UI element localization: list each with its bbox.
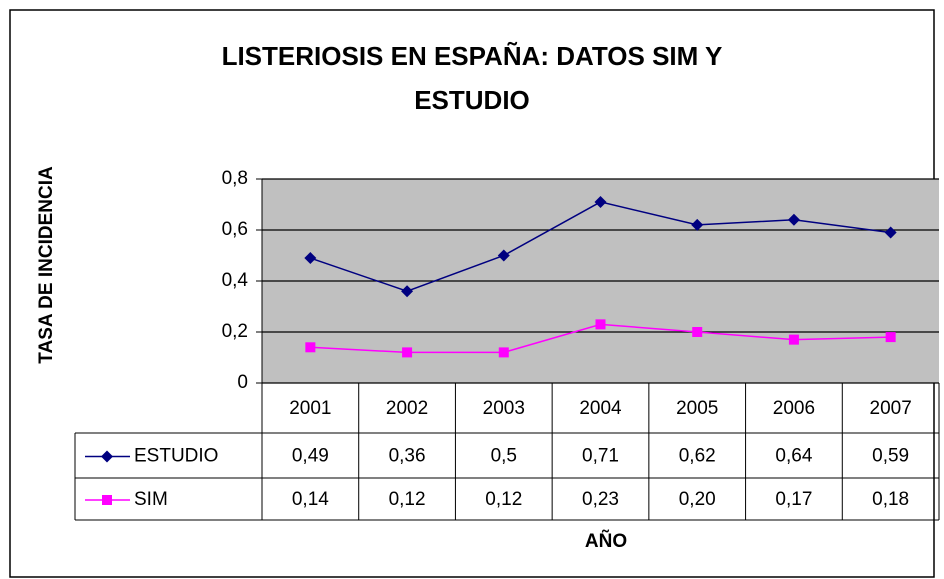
data-point bbox=[885, 332, 896, 343]
legend-label: SIM bbox=[134, 489, 168, 510]
table-value: 0,5 bbox=[491, 446, 517, 467]
table-value: 0,14 bbox=[292, 489, 329, 510]
x-tick-label: 2001 bbox=[289, 398, 331, 419]
data-point bbox=[497, 249, 510, 262]
table-value: 0,36 bbox=[389, 446, 426, 467]
data-point bbox=[884, 226, 897, 239]
legend-marker bbox=[101, 450, 113, 463]
chart-title: LISTERIOSIS EN ESPAÑA: DATOS SIM Y ESTUD… bbox=[221, 41, 723, 115]
data-point bbox=[304, 252, 317, 265]
table-value: 0,20 bbox=[679, 489, 716, 510]
table-value: 0,62 bbox=[679, 446, 716, 467]
x-tick-label: 2005 bbox=[676, 398, 718, 419]
x-tick-label: 2007 bbox=[870, 398, 912, 419]
y-tick-label: 0,8 bbox=[222, 168, 248, 189]
data-point bbox=[402, 347, 413, 358]
data-point bbox=[595, 319, 606, 330]
y-tick-label: 0,4 bbox=[222, 270, 249, 291]
data-point bbox=[401, 285, 414, 298]
x-tick-label: 2003 bbox=[483, 398, 525, 419]
y-tick-label: 0 bbox=[237, 372, 248, 393]
table-value: 0,12 bbox=[485, 489, 522, 510]
legend-marker bbox=[102, 495, 112, 505]
data-point bbox=[788, 334, 799, 345]
y-tick-label: 0,6 bbox=[222, 219, 248, 240]
y-axis-label: TASA DE INCIDENCIA bbox=[36, 166, 57, 364]
data-point bbox=[692, 327, 703, 337]
x-tick-label: 2006 bbox=[773, 398, 815, 419]
data-point bbox=[787, 213, 800, 226]
table-value: 0,23 bbox=[582, 489, 619, 510]
x-tick-label: 2004 bbox=[579, 398, 622, 419]
y-tick-label: 0,2 bbox=[222, 321, 248, 342]
x-axis-label: AÑO bbox=[585, 530, 627, 552]
table-value: 0,71 bbox=[582, 446, 619, 467]
legend-label: ESTUDIO bbox=[134, 446, 218, 467]
table-value: 0,18 bbox=[872, 489, 909, 510]
table-value: 0,59 bbox=[872, 446, 909, 467]
table-value: 0,12 bbox=[389, 489, 426, 510]
table-value: 0,17 bbox=[775, 489, 812, 510]
table-value: 0,49 bbox=[292, 446, 329, 467]
data-point bbox=[305, 342, 316, 353]
data-point bbox=[498, 347, 509, 358]
table-value: 0,64 bbox=[775, 446, 812, 467]
data-point bbox=[594, 195, 607, 208]
data-point bbox=[691, 218, 704, 231]
x-tick-label: 2002 bbox=[386, 398, 428, 419]
